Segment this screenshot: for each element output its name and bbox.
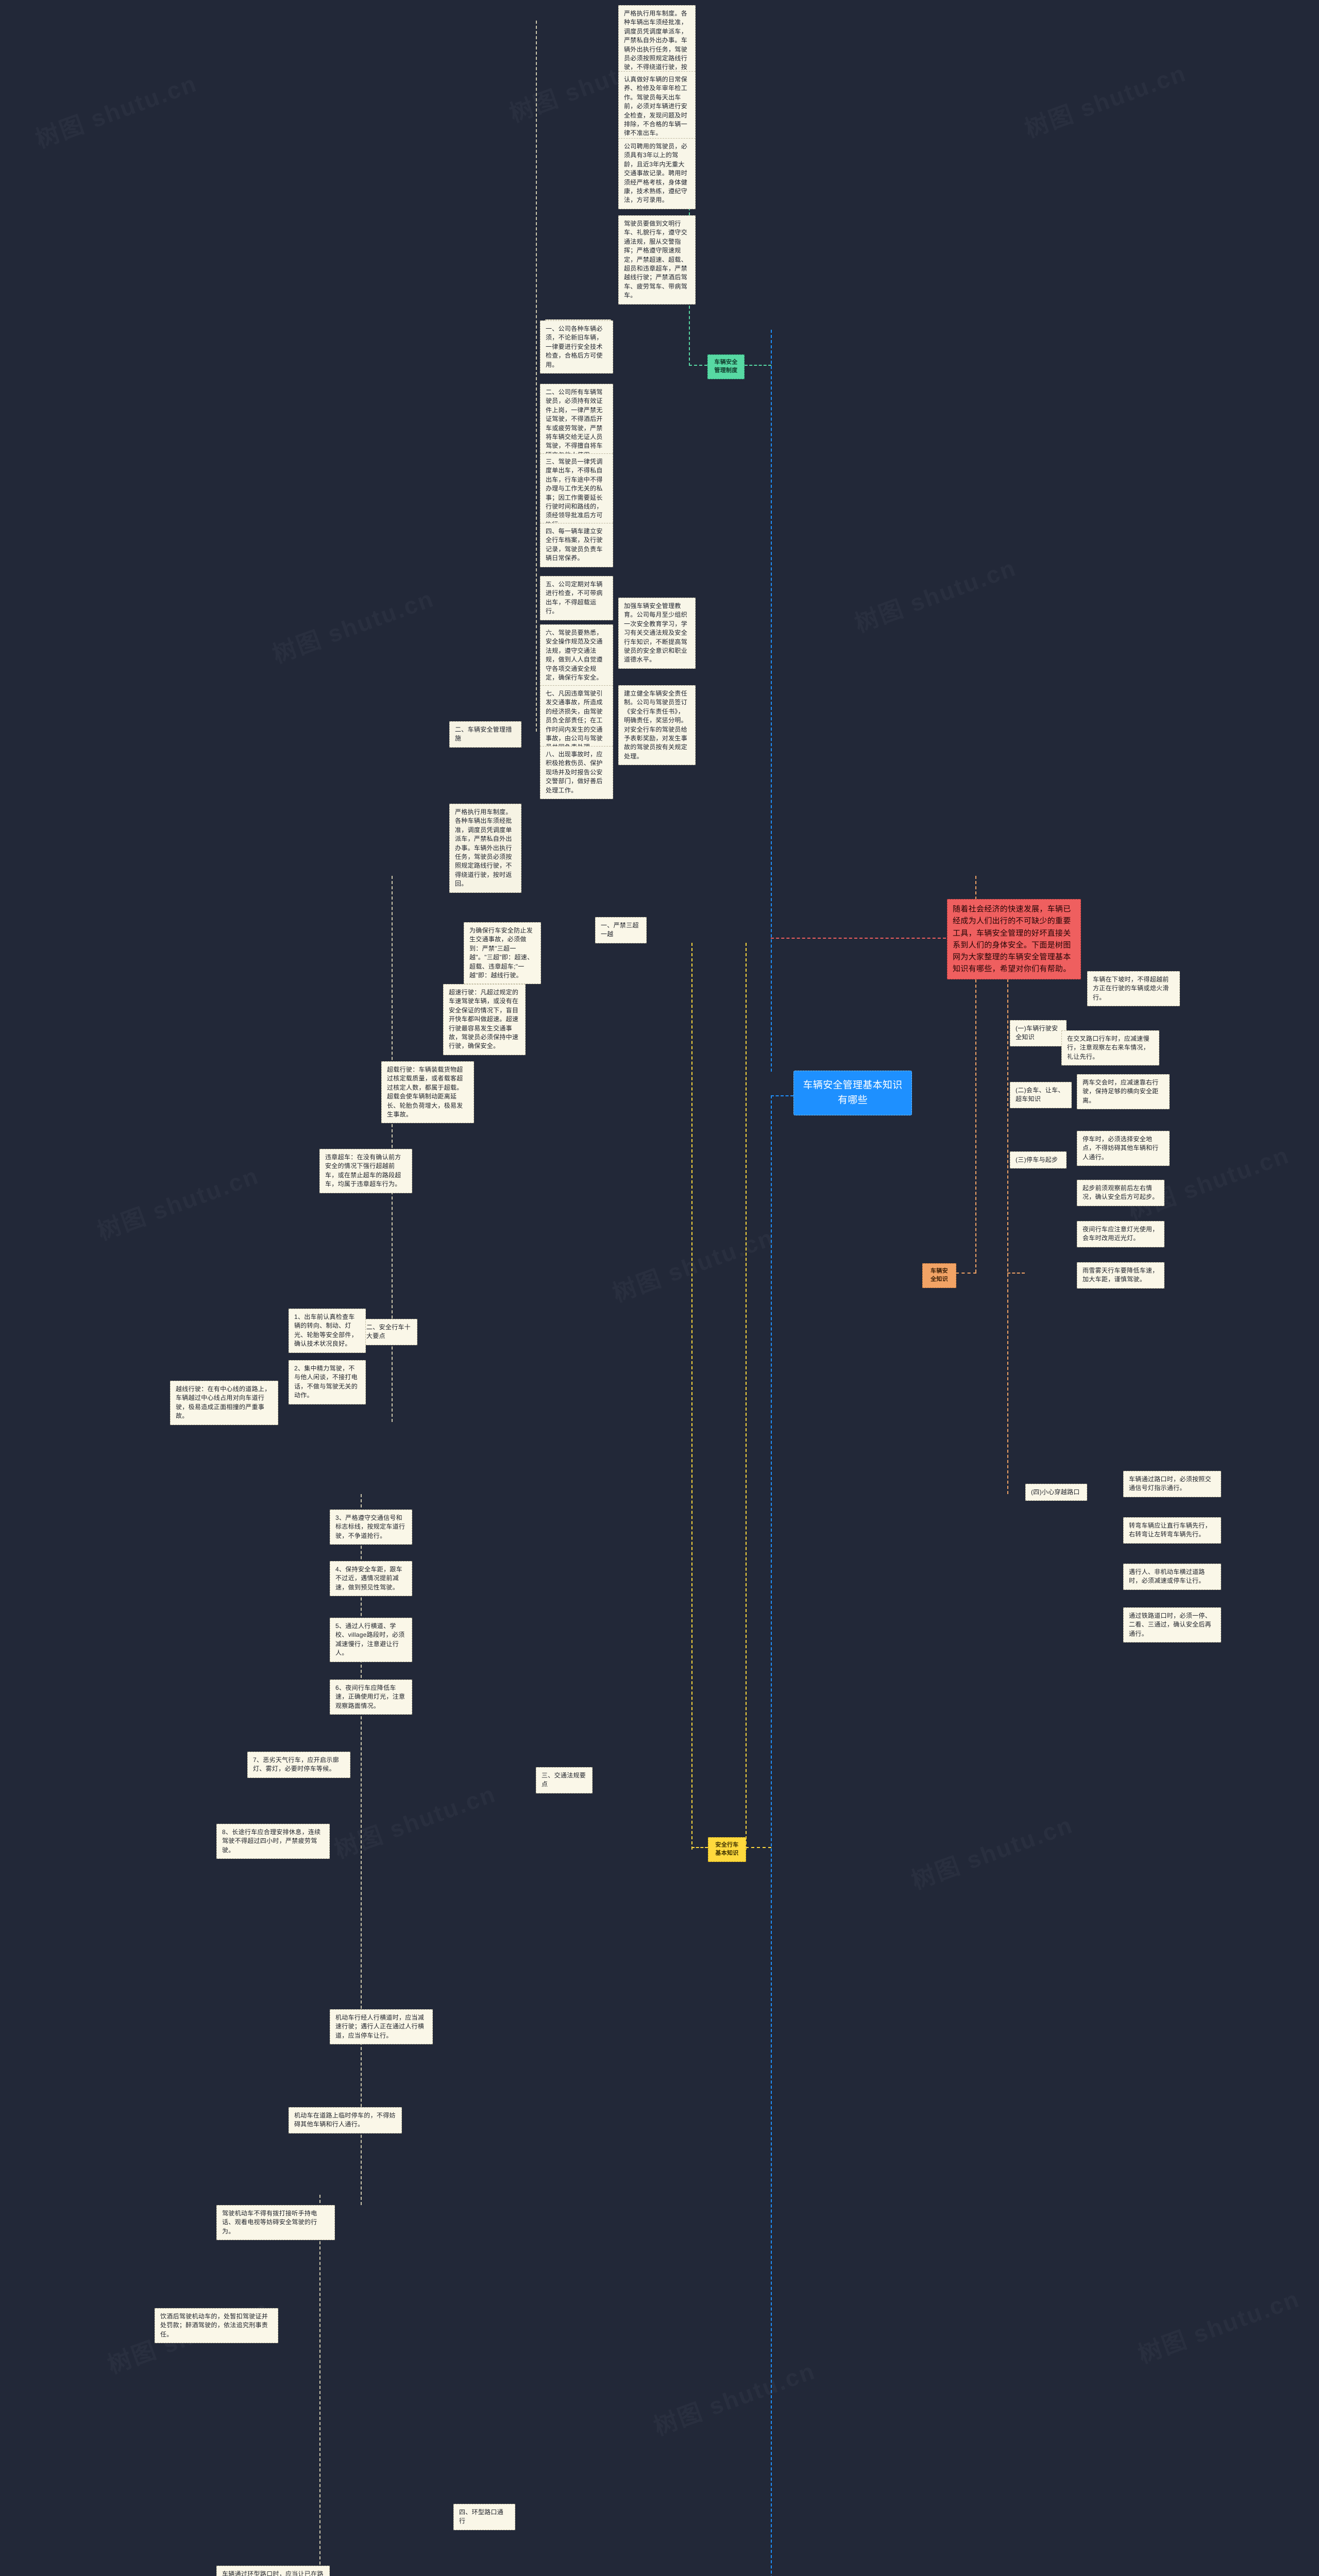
connector-root-spine-lower: [771, 1095, 772, 2576]
detail-node[interactable]: 二、安全行车十大要点: [361, 1319, 417, 1345]
detail-node[interactable]: 加强车辆安全管理教育。公司每月至少组织一次安全教育学习，学习有关交通法规及安全行…: [618, 598, 696, 669]
detail-node[interactable]: 5、通过人行横道、学校、village路段时，必须减速慢行，注意避让行人。: [330, 1618, 412, 1662]
connector-intro: [771, 938, 946, 939]
detail-node[interactable]: 在交叉路口行车时，应减速慢行，注意观察左右来车情况，礼让先行。: [1061, 1030, 1159, 1066]
connector-orange-child-spine: [1007, 948, 1008, 1494]
detail-node[interactable]: 为确保行车安全防止发生交通事故，必须做到：严禁"三超一越"。"三超"即：超速、超…: [464, 922, 541, 985]
detail-node[interactable]: 超速行驶：凡超过规定的车速驾驶车辆，或没有在安全保证的情况下，盲目开快车都叫做超…: [443, 984, 526, 1055]
detail-node[interactable]: 3、严格遵守交通信号和标志标线，按规定车道行驶，不争道抢行。: [330, 1510, 412, 1545]
detail-node[interactable]: 1、出车前认真检查车辆的转向、制动、灯光、轮胎等安全部件，确认技术状况良好。: [289, 1309, 366, 1353]
detail-node[interactable]: 饮酒后驾驶机动车的，处暂扣驾驶证并处罚款；醉酒驾驶的，依法追究刑事责任。: [155, 2308, 278, 2344]
connector-sub-spine-a: [536, 21, 537, 732]
detail-node[interactable]: 八、出现事故时，应积极抢救伤员、保护现场并及时报告公安交警部门，做好善后处理工作…: [540, 746, 613, 799]
detail-node[interactable]: 转弯车辆应让直行车辆先行，右转弯让左转弯车辆先行。: [1123, 1517, 1221, 1544]
detail-node[interactable]: 起步前须观察前后左右情况，确认安全后方可起步。: [1077, 1180, 1164, 1206]
group-label-knowledge-1[interactable]: (三)停车与起步: [1010, 1151, 1067, 1169]
connector-root-stub: [771, 1095, 793, 1096]
watermark: 树图 shutu.cn: [1020, 55, 1191, 145]
detail-node[interactable]: 2、集中精力驾驶，不与他人闲谈，不接打电话，不做与驾驶无关的动作。: [289, 1360, 366, 1404]
intro-node[interactable]: 随着社会经济的快速发展，车辆已经成为人们出行的不可缺少的重要工具，车辆安全管理的…: [947, 899, 1081, 979]
detail-node[interactable]: 三、驾驶员一律凭调度单出车，不得私自出车，行车途中不得办理与工作无关的私事；因工…: [540, 453, 613, 534]
connector-orange-child-stub: [1007, 1273, 1025, 1274]
detail-node[interactable]: 7、恶劣天气行车，应开启示廓灯、雾灯，必要时停车等候。: [247, 1752, 350, 1778]
group-label-driving-2[interactable]: 三、交通法规要点: [536, 1767, 593, 1793]
connector-root-spine: [771, 330, 772, 1072]
watermark: 树图 shutu.cn: [649, 2352, 820, 2443]
connector-yellow-stub: [691, 1847, 708, 1848]
detail-node[interactable]: 一、公司各种车辆必须，不论新旧车辆，一律要进行安全技术检查，合格后方可使用。: [540, 320, 613, 374]
branch-label-driving[interactable]: 安全行车基本知识: [708, 1837, 746, 1862]
detail-node[interactable]: 认真做好车辆的日常保养、检修及年审年检工作。驾驶员每天出车前，必须对车辆进行安全…: [618, 71, 696, 142]
watermark: 树图 shutu.cn: [607, 1219, 779, 1309]
detail-node[interactable]: 8、长途行车应合理安排休息，连续驾驶不得超过四小时，严禁疲劳驾驶。: [216, 1824, 330, 1859]
detail-node[interactable]: 两车交会时，应减速靠右行驶，保持足够的横向安全距离。: [1077, 1074, 1170, 1110]
detail-node[interactable]: 公司聘用的驾驶员，必须具有3年以上的驾龄，且近3年内无重大交通事故记录。聘用时须…: [618, 138, 696, 209]
detail-node[interactable]: 超载行驶：车辆装载货物超过核定载质量，或者载客超过核定人数，都属于超载。超载会使…: [381, 1061, 474, 1124]
group-label-knowledge-2[interactable]: (四)小心穿越路口: [1025, 1484, 1087, 1501]
watermark: 树图 shutu.cn: [850, 549, 1021, 639]
group-label-knowledge-0[interactable]: (一)车辆行驶安全知识: [1010, 1020, 1067, 1046]
root-node[interactable]: 车辆安全管理基本知识有哪些: [793, 1071, 912, 1115]
detail-node[interactable]: 驾驶员要做到文明行车、礼貌行车，遵守交通法规，服从交警指挥；严格遵守限速规定，严…: [618, 215, 696, 304]
detail-node[interactable]: 严格执行用车制度。各种车辆出车须经批准，调度员凭调度单派车，严禁私自外出办事。车…: [449, 804, 521, 893]
detail-node[interactable]: 遇行人、非机动车横过道路时，必须减速或停车让行。: [1123, 1564, 1221, 1590]
connector-yellow-child-spine: [746, 943, 747, 1850]
detail-node[interactable]: 机动车行经人行横道时，应当减速行驶；遇行人正在通过人行横道，应当停车让行。: [330, 2009, 433, 2045]
detail-node[interactable]: 四、每一辆车建立安全行车档案，及行驶记录，驾驶员负责车辆日常保养。: [540, 523, 613, 567]
branch-label-knowledge[interactable]: 车辆安全知识: [922, 1263, 956, 1288]
detail-node[interactable]: (二)会车、让车、超车知识: [1010, 1082, 1072, 1108]
detail-node[interactable]: 6、夜间行车应降低车速，正确使用灯光，注意观察路面情况。: [330, 1680, 412, 1715]
detail-node[interactable]: 夜间行车应注意灯光使用，会车时改用近光灯。: [1077, 1221, 1164, 1247]
watermark: 树图 shutu.cn: [267, 580, 438, 670]
detail-node[interactable]: 五、公司定期对车辆进行检查，不可带病出车，不得超载运行。: [540, 576, 613, 620]
connector-sub-spine-d: [319, 2195, 320, 2576]
detail-node[interactable]: 车辆在下坡时，不得超越前方正在行驶的车辆或熄火滑行。: [1087, 971, 1180, 1007]
detail-node[interactable]: 驾驶机动车不得有拨打接听手持电话、观看电视等妨碍安全驾驶的行为。: [216, 2205, 335, 2241]
connector-orange-spine: [975, 876, 976, 1273]
detail-node[interactable]: 越线行驶：在有中心线的道路上，车辆越过中心线占用对向车道行驶，极易造成正面相撞的…: [170, 1381, 278, 1425]
detail-node[interactable]: 六、驾驶员要熟悉，安全操作规范及交通法规，遵守交通法规，做到人人自觉遵守各项交通…: [540, 624, 613, 687]
watermark: 树图 shutu.cn: [329, 1775, 500, 1866]
connector-sub-spine-c: [361, 1494, 362, 2205]
detail-node[interactable]: 二、公司所有车辆驾驶员，必须持有效证件上岗，一律严禁无证驾驶，不得酒后开车或疲劳…: [540, 384, 613, 464]
group-label-driving-3[interactable]: 四、环型路口通行: [453, 2504, 515, 2530]
detail-node[interactable]: 机动车在道路上临时停车的，不得妨碍其他车辆和行人通行。: [289, 2107, 402, 2133]
detail-node[interactable]: 雨雪雾天行车要降低车速，加大车距，谨慎驾驶。: [1077, 1262, 1164, 1289]
watermark: 树图 shutu.cn: [92, 1157, 263, 1247]
connector-green-stub: [689, 365, 707, 366]
watermark: 树图 shutu.cn: [1133, 2280, 1304, 2370]
branch-label-system[interactable]: 车辆安全管理制度: [707, 354, 745, 379]
detail-node[interactable]: 通过铁路道口时，必须一停、二看、三通过，确认安全后再通行。: [1123, 1607, 1221, 1643]
detail-node[interactable]: 车辆通过路口时，必须按照交通信号灯指示通行。: [1123, 1471, 1221, 1497]
watermark: 树图 shutu.cn: [906, 1806, 1077, 1896]
watermark: 树图 shutu.cn: [30, 65, 201, 155]
group-label-driving-0[interactable]: 一、严禁三超一越: [595, 917, 647, 943]
detail-node[interactable]: 二、车辆安全管理措施: [449, 721, 521, 748]
detail-node[interactable]: 车辆通过环型路口时，应当让已在路口内的车辆先行。: [216, 2566, 330, 2576]
connector-orange-stub: [956, 1273, 976, 1274]
detail-node[interactable]: 4、保持安全车距，跟车不过近，遇情况提前减速，做到预见性驾驶。: [330, 1561, 412, 1597]
connector-yellow-to-root: [746, 1847, 771, 1848]
connector-yellow-spine: [691, 943, 692, 1850]
connector-green-to-root: [745, 365, 771, 366]
detail-node[interactable]: 建立健全车辆安全责任制。公司与驾驶员签订《安全行车责任书》，明确责任，奖惩分明。…: [618, 685, 696, 766]
detail-node[interactable]: 停车时，必须选择安全地点，不得妨碍其他车辆和行人通行。: [1077, 1131, 1170, 1166]
detail-node[interactable]: 违章超车：在没有确认前方安全的情况下强行超越前车，或在禁止超车的路段超车，均属于…: [319, 1149, 412, 1193]
